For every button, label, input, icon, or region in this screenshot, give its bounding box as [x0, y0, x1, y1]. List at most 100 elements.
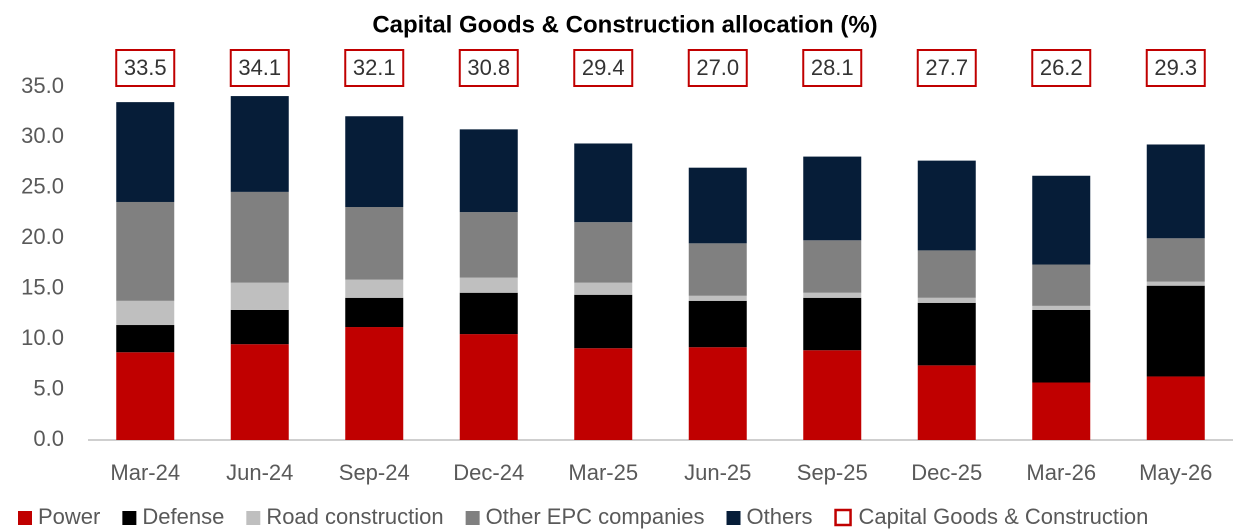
legend-swatch — [246, 511, 261, 525]
y-tick-label: 30.0 — [21, 123, 64, 148]
chart-title: Capital Goods & Construction allocation … — [372, 11, 877, 38]
total-label: 30.8 — [467, 55, 510, 80]
total-box — [229, 49, 290, 87]
legend-label: Others — [747, 504, 813, 529]
total-label: 27.7 — [925, 55, 968, 80]
total-box — [1145, 49, 1206, 87]
legend-label: Power — [38, 504, 100, 529]
legend-label: Other EPC companies — [486, 504, 705, 529]
bar-segment — [1032, 382, 1091, 440]
x-tick-label: Mar-25 — [568, 460, 638, 485]
bar-segment — [116, 201, 175, 301]
bar-segment — [459, 277, 518, 293]
bar-segment — [230, 344, 289, 440]
total-box — [573, 49, 634, 87]
bar-segment — [574, 348, 633, 440]
y-tick-label: 10.0 — [21, 325, 64, 350]
bar-segment — [230, 96, 289, 192]
total-box — [802, 49, 863, 87]
bar-segment — [574, 143, 633, 223]
total-label: 27.0 — [696, 55, 739, 80]
total-label: 26.2 — [1040, 55, 1083, 80]
bar-segment — [1146, 144, 1205, 239]
bar-segment — [688, 295, 747, 301]
bar-segment — [803, 156, 862, 241]
legend-swatch — [122, 511, 137, 525]
legend-swatch — [834, 508, 852, 527]
bar-segment — [345, 279, 404, 298]
total-label: 32.1 — [353, 55, 396, 80]
bar-segment — [230, 191, 289, 283]
bar-segment — [688, 300, 747, 348]
x-tick-label: Jun-24 — [226, 460, 293, 485]
total-label: 29.4 — [582, 55, 625, 80]
legend-label: Road construction — [266, 504, 443, 529]
x-tick-label: May-26 — [1139, 460, 1212, 485]
bar-segment — [459, 334, 518, 440]
y-tick-label: 25.0 — [21, 174, 64, 199]
bar-segment — [1146, 281, 1205, 286]
bar-segment — [1146, 376, 1205, 440]
x-tick-label: Sep-25 — [797, 460, 868, 485]
bar-segment — [345, 207, 404, 280]
x-tick-label: Jun-25 — [684, 460, 751, 485]
bar-segment — [688, 167, 747, 244]
total-box — [115, 49, 176, 87]
x-tick-label: Mar-26 — [1026, 460, 1096, 485]
y-tick-label: 0.0 — [33, 426, 64, 451]
total-box — [916, 49, 977, 87]
y-tick-label: 20.0 — [21, 224, 64, 249]
legend-swatch — [18, 511, 32, 525]
bar-segment — [917, 302, 976, 366]
bar-segment — [345, 297, 404, 328]
bar-segment — [574, 282, 633, 295]
bar-segment — [1032, 175, 1091, 265]
y-tick-label: 35.0 — [21, 73, 64, 98]
x-tick-label: Dec-25 — [911, 460, 982, 485]
bar-segment — [574, 294, 633, 349]
total-label: 33.5 — [124, 55, 167, 80]
bar-segment — [1032, 264, 1091, 306]
legend-swatch — [726, 511, 741, 525]
bar-segment — [459, 212, 518, 278]
bar-segment — [230, 309, 289, 345]
bar-segment — [116, 352, 175, 440]
x-tick-label: Sep-24 — [339, 460, 410, 485]
bar-segment — [917, 365, 976, 440]
total-label: 29.3 — [1154, 55, 1197, 80]
x-tick-label: Dec-24 — [453, 460, 524, 485]
bar-segment — [116, 102, 175, 202]
x-tick-label: Mar-24 — [110, 460, 180, 485]
legend-label: Defense — [142, 504, 224, 529]
bar-segment — [917, 160, 976, 251]
bar-segment — [917, 297, 976, 303]
bar-segment — [803, 350, 862, 440]
bar-segment — [688, 243, 747, 296]
total-box — [458, 49, 519, 87]
bar-segment — [345, 116, 404, 208]
bar-segment — [917, 250, 976, 298]
bar-segment — [1032, 309, 1091, 383]
bar-segment — [1146, 238, 1205, 282]
bar-segment — [459, 292, 518, 335]
bar-segment — [116, 325, 175, 353]
bar-segment — [116, 300, 175, 326]
bar-segment — [688, 347, 747, 440]
bar-segment — [345, 327, 404, 440]
bar-segment — [1032, 305, 1091, 310]
legend-label: Capital Goods & Construction — [859, 504, 1149, 529]
bar-segment — [803, 240, 862, 293]
y-tick-label: 5.0 — [33, 375, 64, 400]
total-label: 28.1 — [811, 55, 854, 80]
legend-swatch — [465, 511, 480, 525]
total-box — [687, 49, 748, 87]
bar-segment — [803, 297, 862, 351]
bar-segment — [230, 282, 289, 310]
bar-segment — [574, 222, 633, 283]
bar-segment — [459, 129, 518, 213]
total-box — [1031, 49, 1092, 87]
bar-segment — [1146, 285, 1205, 377]
total-box — [344, 49, 405, 87]
